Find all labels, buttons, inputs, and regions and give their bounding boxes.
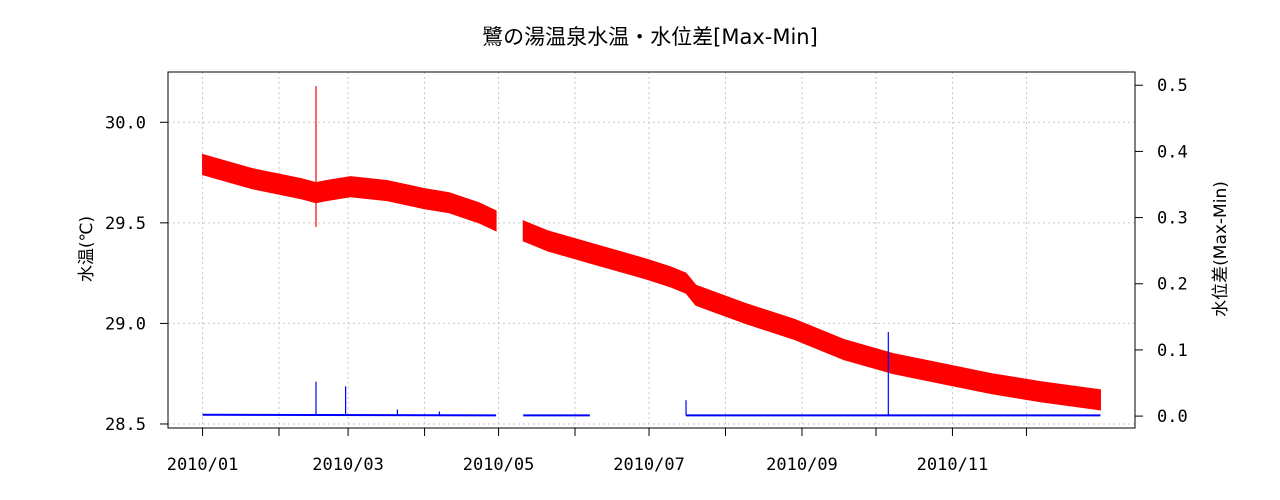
y2-axis-title: 水位差(Max-Min) (1211, 181, 1231, 317)
series-band (202, 153, 497, 232)
grid (168, 72, 1135, 428)
x-tick-label: 2010/07 (613, 455, 685, 475)
y2-tick-label: 0.5 (1157, 76, 1188, 96)
y2-tick-label: 0.0 (1157, 407, 1188, 427)
x-tick-label: 2010/11 (917, 455, 989, 475)
y-axis-left: 28.5 29.0 29.5 30.0 (105, 113, 168, 435)
x-tick-label: 2010/03 (312, 455, 384, 475)
y2-tick-label: 0.4 (1157, 142, 1188, 162)
y2-tick-label: 0.1 (1157, 341, 1188, 361)
plot-frame (167, 71, 1136, 429)
y-tick-label: 29.5 (105, 214, 146, 234)
y-tick-label: 29.0 (105, 314, 146, 334)
x-tick-label: 2010/09 (766, 455, 838, 475)
y2-tick-label: 0.3 (1157, 209, 1188, 229)
x-tick-label: 2010/05 (463, 455, 535, 475)
x-axis: 2010/01 2010/03 2010/05 2010/07 2010/09 2010/… (167, 428, 1027, 475)
x-tick-label: 2010/01 (167, 455, 239, 475)
series-band (522, 220, 1101, 411)
y-axis-title: 水温(℃) (77, 216, 97, 282)
y-axis-right: 0.0 0.1 0.2 0.3 0.4 0.5 (1135, 76, 1188, 427)
y-tick-label: 28.5 (105, 415, 146, 435)
series-line (202, 413, 497, 417)
chart-title: 鷺の湯温泉水温・水位差[Max-Min] (482, 25, 818, 49)
y2-tick-label: 0.2 (1157, 275, 1188, 295)
plot-series (202, 86, 1101, 417)
y-tick-label: 30.0 (105, 113, 146, 133)
